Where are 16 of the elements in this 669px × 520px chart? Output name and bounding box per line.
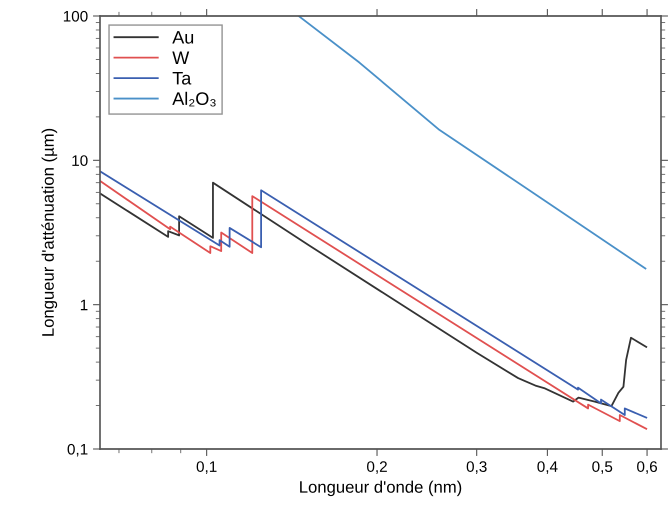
legend-label: W [172,52,190,64]
x-tick-label: 0,5 [592,461,612,474]
legend-label: Ta [172,72,192,85]
y-tick-label: 10 [72,155,88,166]
y-tick-label: 0,1 [68,444,88,456]
legend-label: Al₂O₃ [172,92,216,106]
legend-label: Au [172,31,194,44]
y-tick-label: 100 [64,10,88,22]
x-tick-label: 0,4 [537,461,558,474]
x-axis-title: Longueur d'onde (nm) [300,480,462,496]
x-tick-label: 0,2 [367,461,387,474]
y-tick-label: 1 [80,300,88,310]
x-tick-label: 0,1 [196,461,217,474]
x-tick-label: 0,6 [637,461,658,474]
x-tick-label: 0,3 [466,461,487,474]
y-axis-title: Longueur d'atténuation (µm) [41,128,58,336]
